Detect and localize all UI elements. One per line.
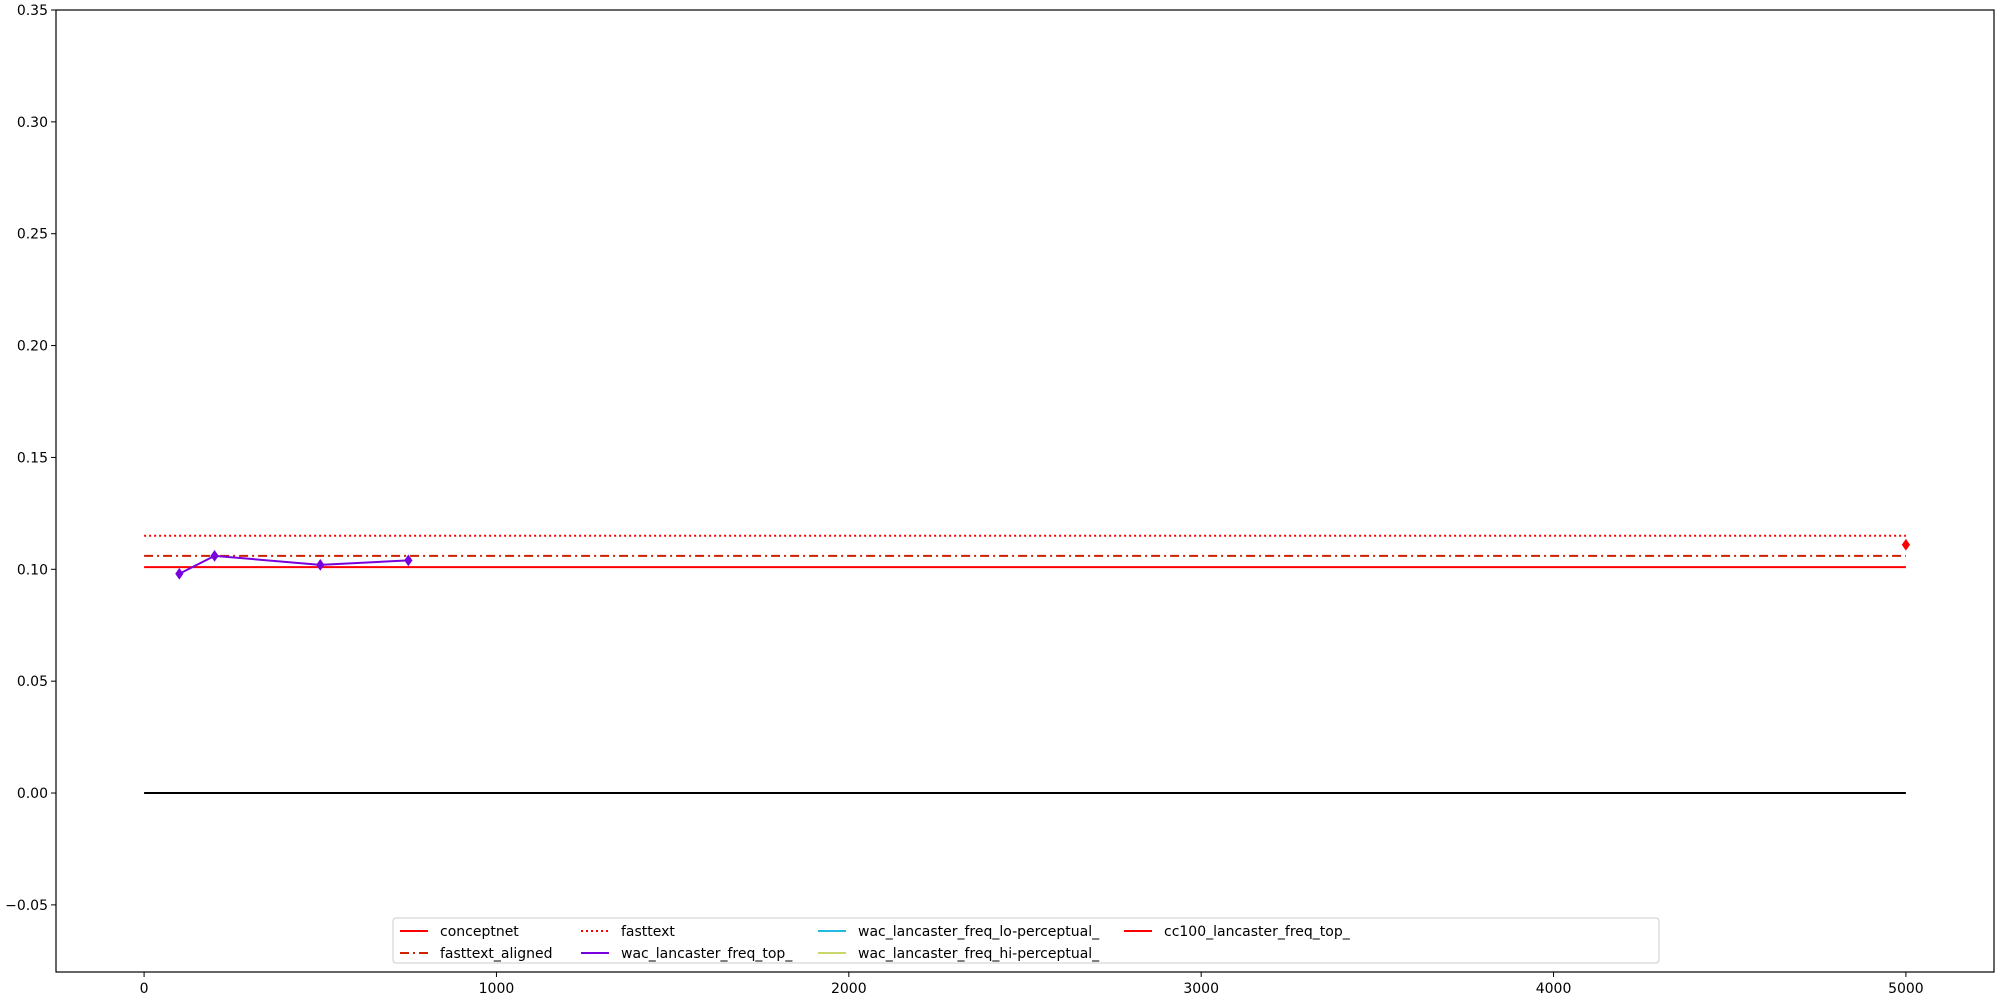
legend-item-wac-lancaster-freq-top-: wac_lancaster_freq_top_ xyxy=(581,946,793,962)
y-tick-label: 0.25 xyxy=(17,227,48,243)
legend-label: wac_lancaster_freq_lo-perceptual_ xyxy=(858,924,1100,940)
x-tick-label: 2000 xyxy=(831,981,867,997)
data-point-wac-lancaster-freq-top- xyxy=(210,550,219,562)
y-tick-label: 0.30 xyxy=(17,115,48,131)
data-point-cc100-lancaster-freq-top- xyxy=(1901,538,1911,551)
legend-box xyxy=(392,917,1660,964)
legend-item-wac-lancaster-freq-hi-perceptual-: wac_lancaster_freq_hi-perceptual_ xyxy=(818,946,1100,962)
x-tick-label: 5000 xyxy=(1888,981,1924,997)
legend-label: fasttext_aligned xyxy=(440,946,553,962)
x-axis: 0 1000 2000 3000 4000 5000 xyxy=(140,972,1924,997)
x-tick-label: 3000 xyxy=(1183,981,1219,997)
legend: conceptnet fasttext_aligned fasttext wac_la… xyxy=(392,917,1660,964)
legend-item-cc100-lancaster-freq-top-: cc100_lancaster_freq_top_ xyxy=(1124,924,1351,940)
y-tick-label: 0.00 xyxy=(17,786,48,802)
y-tick-label: 0.10 xyxy=(17,562,48,578)
legend-item-conceptnet: conceptnet xyxy=(400,924,519,940)
legend-label: fasttext xyxy=(621,924,675,940)
plot-area xyxy=(55,9,1995,973)
x-tick-label: 1000 xyxy=(479,981,515,997)
reference-lines xyxy=(144,534,1906,795)
data-point-wac-lancaster-freq-top- xyxy=(316,558,325,571)
legend-item-wac-lancaster-freq-lo-perceptual-: wac_lancaster_freq_lo-perceptual_ xyxy=(818,924,1100,940)
y-tick-label: 0.35 xyxy=(17,3,48,19)
x-tick-label: 4000 xyxy=(1536,981,1572,997)
series-layer xyxy=(175,538,1911,580)
data-point-wac-lancaster-freq-top- xyxy=(175,567,184,580)
legend-label: conceptnet xyxy=(440,924,519,940)
y-tick-label: −0.05 xyxy=(5,898,48,914)
legend-item-fasttext-aligned: fasttext_aligned xyxy=(400,946,553,962)
data-point-wac-lancaster-freq-top- xyxy=(404,554,413,567)
legend-label: wac_lancaster_freq_top_ xyxy=(621,946,793,962)
y-tick-label: 0.15 xyxy=(17,450,48,466)
x-tick-label: 0 xyxy=(140,981,149,997)
legend-label: cc100_lancaster_freq_top_ xyxy=(1164,924,1351,940)
legend-label: wac_lancaster_freq_hi-perceptual_ xyxy=(858,946,1100,962)
y-axis: −0.05 0.00 0.05 0.10 0.15 0.20 0.25 0.30 0.35 xyxy=(5,3,56,914)
legend-item-fasttext: fasttext xyxy=(581,924,675,940)
y-tick-label: 0.20 xyxy=(17,339,48,355)
series-line-wac-lancaster-freq-top- xyxy=(178,554,409,575)
y-tick-label: 0.05 xyxy=(17,674,48,690)
